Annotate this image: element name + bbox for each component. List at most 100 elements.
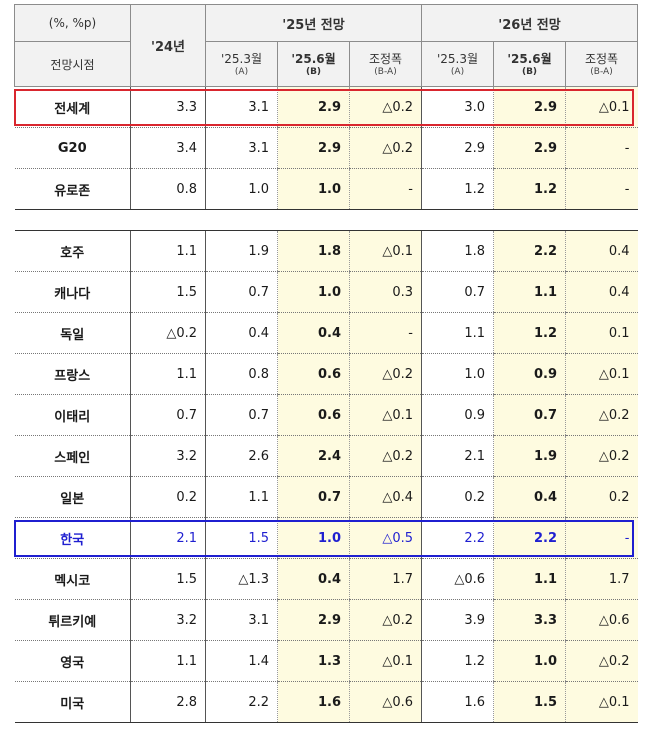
- cell-b26: 1.2: [493, 168, 566, 210]
- cell-y24: 1.1: [130, 353, 206, 395]
- cell-d25: △0.2: [349, 86, 422, 128]
- cell-a25: 0.4: [205, 312, 278, 354]
- cell-b26: 0.9: [493, 353, 566, 395]
- cell-b25: 1.6: [277, 681, 350, 723]
- country-name: 멕시코: [14, 558, 131, 600]
- table-row: G20 3.4 3.1 2.9 △0.2 2.9 2.9-: [14, 127, 638, 169]
- cell-d25: △0.1: [349, 394, 422, 436]
- cell-d26: △0.6: [565, 599, 638, 641]
- cell-y24: 0.8: [130, 168, 206, 210]
- cell-d25: △0.2: [349, 353, 422, 395]
- cell-a25: 0.7: [205, 271, 278, 313]
- country-name: 호주: [14, 230, 131, 272]
- cell-d26: -: [565, 168, 638, 210]
- table-row: 전세계 3.3 3.1 2.9 △0.2 3.0 2.9 △0.1: [14, 86, 638, 128]
- cell-b25: 1.3: [277, 640, 350, 682]
- cell-a25: 1.4: [205, 640, 278, 682]
- cell-a26: 1.2: [421, 168, 494, 210]
- cell-a26: 1.8: [421, 230, 494, 272]
- cell-a26: 3.0: [421, 86, 494, 128]
- table-row: 호주 1.1 1.9 1.8 △0.1 1.8 2.2 0.4: [14, 230, 638, 272]
- proj25-header: '25년 전망: [205, 4, 422, 42]
- forecast-table-wrapper: (%, %p) '24년 '25년 전망 '26년 전망 전망시점 '25.3월…: [14, 4, 638, 723]
- cell-d26: △0.1: [565, 86, 638, 128]
- cell-d26: -: [565, 127, 638, 169]
- cell-a25: 1.0: [205, 168, 278, 210]
- country-name: 미국: [14, 681, 131, 723]
- jun26-header: '25.6월 (B): [493, 41, 566, 87]
- cell-a26: 0.2: [421, 476, 494, 518]
- cell-d25: △0.2: [349, 435, 422, 477]
- cell-b25: 1.8: [277, 230, 350, 272]
- table-body: 전세계 3.3 3.1 2.9 △0.2 3.0 2.9 △0.1 G20 3.4 3.1 2.9 △0…: [14, 86, 638, 723]
- cell-d26: 1.7: [565, 558, 638, 600]
- country-name: G20: [14, 127, 131, 169]
- table-row: 멕시코 1.5 △1.3 0.4 1.7 △0.6 1.1 1.7: [14, 558, 638, 600]
- cell-a26: 1.2: [421, 640, 494, 682]
- table-row: 스페인 3.2 2.6 2.4 △0.2 2.1 1.9 △0.2: [14, 435, 638, 477]
- cell-b25: 0.4: [277, 312, 350, 354]
- cell-b26: 1.1: [493, 271, 566, 313]
- cell-y24: 1.5: [130, 558, 206, 600]
- cell-d26: △0.1: [565, 681, 638, 723]
- cell-y24: 1.5: [130, 271, 206, 313]
- cell-b26: 2.2: [493, 230, 566, 272]
- cell-y24: △0.2: [130, 312, 206, 354]
- cell-a25: 1.1: [205, 476, 278, 518]
- table-row: 한국 2.1 1.5 1.0 △0.5 2.2 2.2-: [14, 517, 638, 559]
- mar26-header: '25.3월 (A): [421, 41, 494, 87]
- cell-b26: 0.7: [493, 394, 566, 436]
- cell-y24: 2.1: [130, 517, 206, 559]
- proj26-header: '26년 전망: [421, 4, 638, 42]
- cell-d25: △0.2: [349, 599, 422, 641]
- country-name: 한국: [14, 517, 131, 559]
- cell-d25: △0.2: [349, 127, 422, 169]
- country-name: 튀르키예: [14, 599, 131, 641]
- cell-b26: 0.4: [493, 476, 566, 518]
- group-separator: [14, 209, 638, 231]
- cell-b25: 0.6: [277, 394, 350, 436]
- cell-d25: △0.5: [349, 517, 422, 559]
- cell-b25: 1.0: [277, 517, 350, 559]
- cell-a25: 2.2: [205, 681, 278, 723]
- table-row: 튀르키예 3.2 3.1 2.9 △0.2 3.9 3.3 △0.6: [14, 599, 638, 641]
- table-row: 영국 1.1 1.4 1.3 △0.1 1.2 1.0 △0.2: [14, 640, 638, 682]
- table-row: 일본 0.2 1.1 0.7 △0.4 0.2 0.4 0.2: [14, 476, 638, 518]
- cell-a26: 2.2: [421, 517, 494, 559]
- country-name: 유로존: [14, 168, 131, 210]
- cell-y24: 2.8: [130, 681, 206, 723]
- cell-a25: △1.3: [205, 558, 278, 600]
- cell-d26: -: [565, 517, 638, 559]
- cell-b26: 3.3: [493, 599, 566, 641]
- cell-d26: △0.2: [565, 435, 638, 477]
- cell-a26: 1.6: [421, 681, 494, 723]
- cell-d25: △0.1: [349, 640, 422, 682]
- adj26-header: 조정폭 (B-A): [565, 41, 638, 87]
- cell-b25: 2.9: [277, 127, 350, 169]
- cell-b25: 0.4: [277, 558, 350, 600]
- country-name: 독일: [14, 312, 131, 354]
- cell-a25: 3.1: [205, 599, 278, 641]
- table-row: 캐나다 1.5 0.7 1.0 0.3 0.7 1.1 0.4: [14, 271, 638, 313]
- country-name: 이태리: [14, 394, 131, 436]
- cell-b25: 1.0: [277, 271, 350, 313]
- cell-a26: 1.0: [421, 353, 494, 395]
- cell-y24: 3.2: [130, 599, 206, 641]
- mar25-header: '25.3월 (A): [205, 41, 278, 87]
- cell-a26: 2.9: [421, 127, 494, 169]
- cell-b25: 2.4: [277, 435, 350, 477]
- cell-y24: 1.1: [130, 230, 206, 272]
- country-name: 프랑스: [14, 353, 131, 395]
- country-name: 일본: [14, 476, 131, 518]
- cell-d26: △0.1: [565, 353, 638, 395]
- cell-b26: 1.2: [493, 312, 566, 354]
- cell-a25: 0.8: [205, 353, 278, 395]
- cell-a26: △0.6: [421, 558, 494, 600]
- growth-forecast-table: (%, %p) '24년 '25년 전망 '26년 전망 전망시점 '25.3월…: [14, 4, 638, 723]
- jun25-header: '25.6월 (B): [277, 41, 350, 87]
- table-row: 독일 △0.2 0.4 0.4-1.1 1.2 0.1: [14, 312, 638, 354]
- cell-b25: 0.6: [277, 353, 350, 395]
- table-row: 미국 2.8 2.2 1.6 △0.6 1.6 1.5 △0.1: [14, 681, 638, 723]
- cell-d25: △0.6: [349, 681, 422, 723]
- table-row: 이태리 0.7 0.7 0.6 △0.1 0.9 0.7 △0.2: [14, 394, 638, 436]
